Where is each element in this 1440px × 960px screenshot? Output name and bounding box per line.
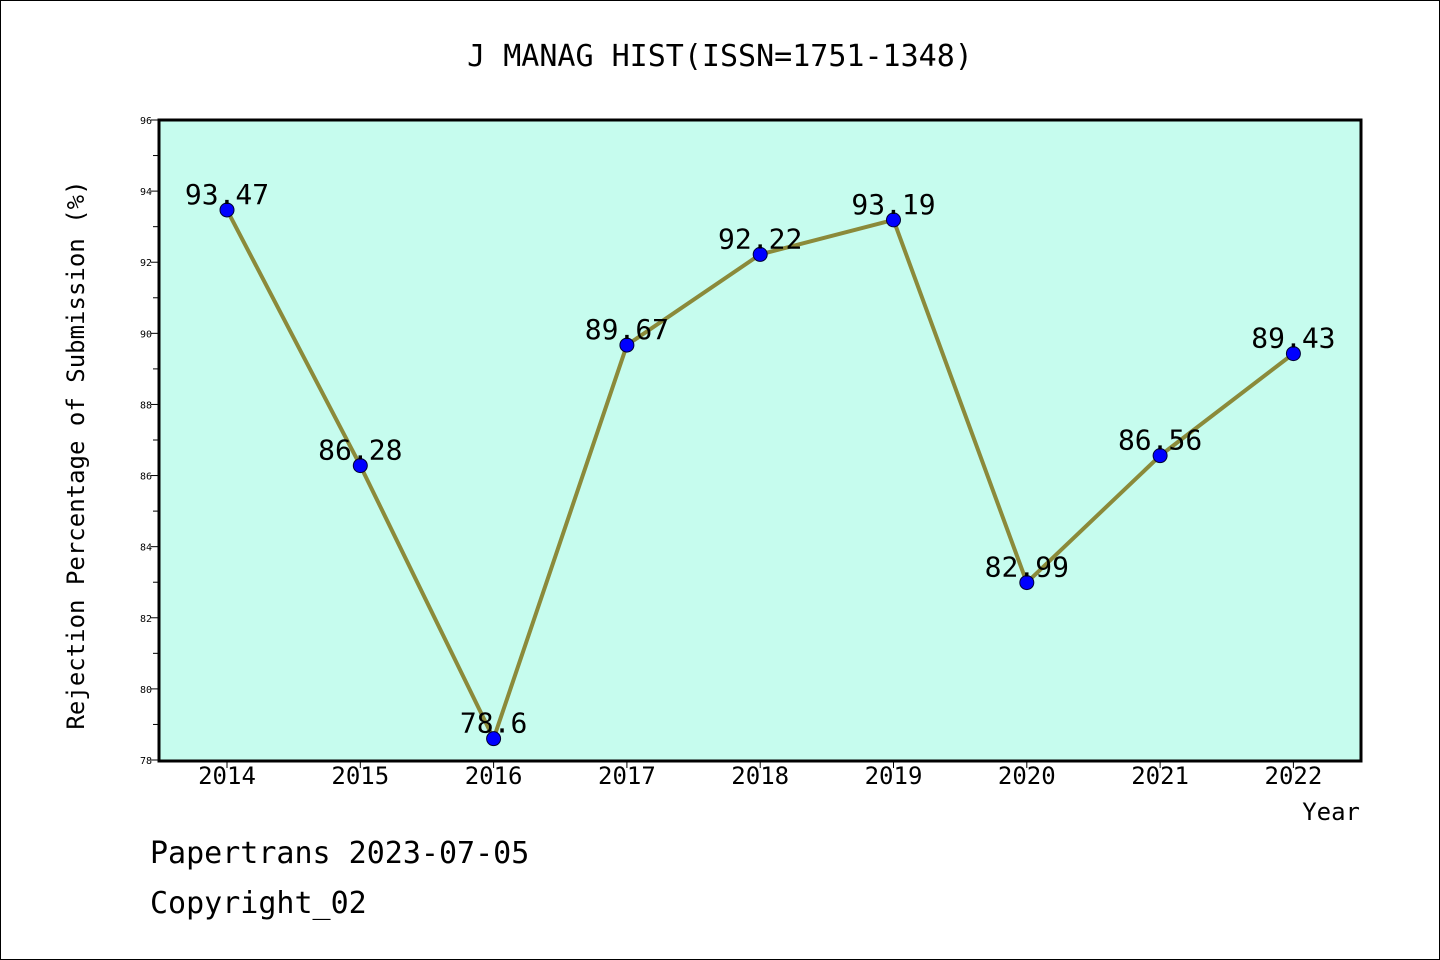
x-tick-label: 2016 xyxy=(465,762,523,790)
y-tick-label: 84 xyxy=(140,543,152,554)
data-point xyxy=(1285,346,1301,362)
plot-area xyxy=(157,118,1363,763)
data-label: 93.19 xyxy=(851,188,935,221)
data-label: 92.22 xyxy=(718,222,802,255)
x-tick-label: 2014 xyxy=(198,762,256,790)
data-point xyxy=(752,246,768,262)
data-label: 93.47 xyxy=(185,178,269,211)
y-tick-label: 96 xyxy=(140,116,152,127)
y-tick-label: 86 xyxy=(140,472,152,483)
data-label: 86.56 xyxy=(1118,424,1202,457)
data-label: 89.67 xyxy=(585,313,669,346)
y-tick-label: 92 xyxy=(140,258,152,269)
data-label: 89.43 xyxy=(1251,322,1335,355)
x-axis: 2014 2015 2016 2017 2018 2019 2020 2021 2022 xyxy=(198,760,1322,790)
footer-date: Papertrans 2023-07-05 xyxy=(150,836,530,871)
data-label: 82.99 xyxy=(985,551,1069,584)
x-tick-label: 2018 xyxy=(731,762,789,790)
x-axis-label: Year xyxy=(1302,798,1360,826)
y-axis: 78 80 82 84 86 88 90 92 94 96 xyxy=(140,116,159,767)
data-point xyxy=(1152,448,1168,464)
y-axis-label: Rejection Percentage of Submission (%) xyxy=(62,180,90,729)
x-tick-label: 2015 xyxy=(331,762,389,790)
data-point xyxy=(219,202,235,218)
chart-title: J MANAG HIST(ISSN=1751-1348) xyxy=(467,39,973,74)
x-tick-label: 2021 xyxy=(1131,762,1189,790)
footer-copyright: Copyright_02 xyxy=(150,886,367,921)
y-tick-label: 94 xyxy=(140,187,152,198)
x-tick-label: 2017 xyxy=(598,762,656,790)
series-group: 93.47 86.28 78.6 89.67 92.22 93.19 82.99 86.56 8… xyxy=(185,178,1336,747)
data-point xyxy=(1019,575,1035,591)
y-tick-label: 78 xyxy=(140,756,152,767)
data-point xyxy=(619,337,635,353)
data-label: 78.6 xyxy=(460,707,527,740)
x-tick-label: 2022 xyxy=(1265,762,1323,790)
x-tick-label: 2020 xyxy=(998,762,1056,790)
data-point xyxy=(486,731,502,747)
y-tick-label: 82 xyxy=(140,614,152,625)
data-point xyxy=(352,458,368,474)
y-tick-label: 88 xyxy=(140,400,152,411)
data-label: 86.28 xyxy=(318,434,402,467)
y-tick-label: 90 xyxy=(140,329,152,340)
data-point xyxy=(886,212,901,228)
y-tick-label: 80 xyxy=(140,685,152,696)
x-tick-label: 2019 xyxy=(865,762,923,790)
